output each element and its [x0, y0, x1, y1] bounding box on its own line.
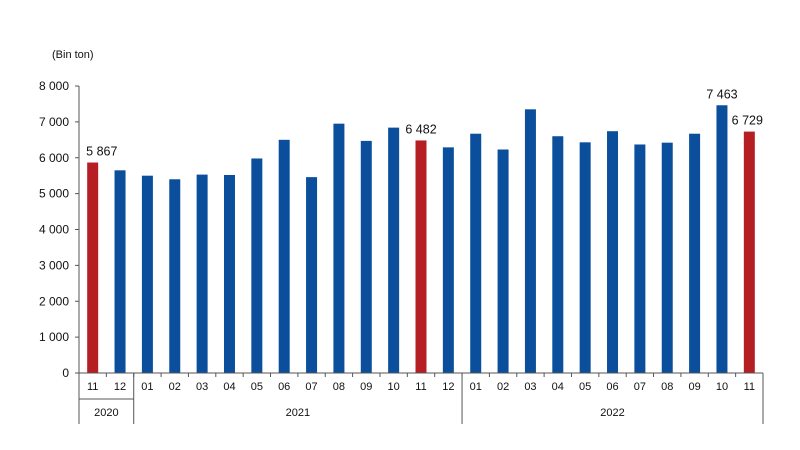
- bar: [333, 123, 345, 373]
- x-tick-label: 09: [688, 381, 700, 393]
- data-label: 6 729: [732, 114, 763, 128]
- bar: [470, 133, 482, 373]
- data-label: 7 463: [706, 87, 737, 101]
- axes: [78, 86, 763, 374]
- y-tick-label: 0: [62, 366, 69, 380]
- data-label: 5 867: [86, 145, 117, 159]
- x-tick-label: 05: [579, 381, 591, 393]
- bar: [360, 140, 372, 373]
- x-tick-label: 11: [744, 381, 755, 393]
- x-tick-label: 07: [634, 381, 646, 393]
- bar: [388, 127, 400, 374]
- bar: [634, 144, 646, 373]
- bar-highlight: [415, 140, 427, 373]
- bar: [251, 158, 263, 373]
- bar: [114, 170, 126, 373]
- bar: [278, 139, 290, 373]
- bar: [223, 174, 235, 373]
- x-tick-label: 10: [388, 381, 400, 393]
- x-tick-label: 05: [251, 381, 263, 393]
- bar: [169, 179, 181, 373]
- year-label: 2022: [600, 407, 624, 419]
- y-tick-label: 2 000: [39, 294, 69, 308]
- x-tick-label: 10: [716, 381, 728, 393]
- bars: [87, 105, 755, 374]
- y-tick-label: 6 000: [39, 151, 69, 165]
- x-tick-label: 06: [606, 381, 618, 393]
- bar: [552, 136, 564, 373]
- bar: [442, 147, 454, 373]
- bar-highlight: [87, 162, 99, 373]
- x-tick-label: 03: [196, 381, 208, 393]
- y-tick-label: 3 000: [39, 258, 69, 272]
- x-tick-label: 02: [169, 381, 181, 393]
- bar: [579, 142, 591, 373]
- bar: [607, 131, 619, 373]
- bar: [524, 109, 536, 373]
- y-tick-label: 8 000: [39, 79, 69, 93]
- y-tick-label: 4 000: [39, 223, 69, 237]
- x-tick-label: 06: [278, 381, 290, 393]
- unit-label: (Bin ton): [52, 49, 94, 61]
- data-labels: 5 867 6 482 7 463 6 729: [86, 87, 763, 158]
- bar: [689, 133, 701, 373]
- x-tick-label: 01: [470, 381, 482, 393]
- x-tick-label: 11: [415, 381, 426, 393]
- x-tick-label: 03: [524, 381, 536, 393]
- x-tick-label: 09: [360, 381, 372, 393]
- bar: [497, 149, 509, 373]
- bar: [196, 174, 208, 373]
- x-tick-label: 01: [141, 381, 153, 393]
- y-tick-label: 7 000: [39, 115, 69, 129]
- x-tick-label: 02: [497, 381, 509, 393]
- x-tick-label: 04: [552, 381, 564, 393]
- x-tick-label: 04: [223, 381, 235, 393]
- y-axis-ticks: 0 1 000 2 000 3 000 4 000 5 000 6 000 7 000 8 00…: [39, 79, 79, 380]
- bar-highlight: [743, 131, 755, 373]
- year-label: 2020: [94, 407, 118, 419]
- bar: [306, 177, 318, 373]
- bar: [141, 175, 153, 373]
- x-axis-ticks: 11 12 01 02 03 04 05 06 07 08 09 10 11 12 01 02 03 04 05 06…: [78, 373, 764, 393]
- y-tick-label: 5 000: [39, 187, 69, 201]
- year-label: 2021: [286, 407, 310, 419]
- x-tick-label: 12: [442, 381, 454, 393]
- y-tick-label: 1 000: [39, 330, 69, 344]
- x-tick-label: 08: [333, 381, 345, 393]
- data-label: 6 482: [405, 122, 436, 136]
- year-groups: 2020 2021 2022: [78, 373, 764, 424]
- bar: [661, 142, 673, 373]
- x-tick-label: 07: [305, 381, 317, 393]
- x-tick-label: 11: [87, 381, 98, 393]
- x-tick-label: 12: [114, 381, 126, 393]
- x-tick-label: 08: [661, 381, 673, 393]
- bar: [716, 105, 728, 373]
